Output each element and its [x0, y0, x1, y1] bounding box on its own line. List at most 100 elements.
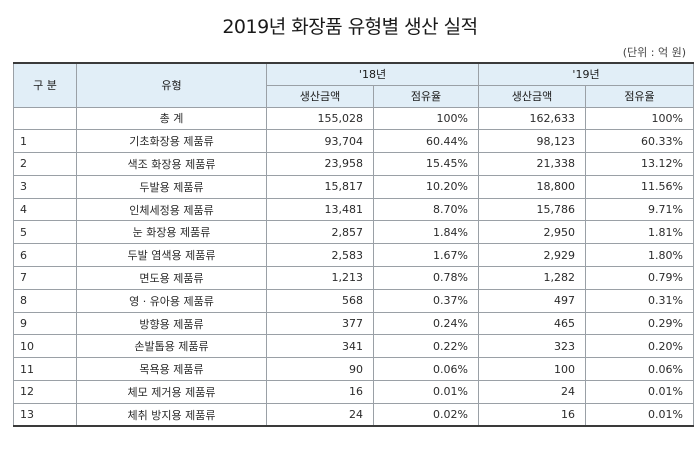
table-row: 7 면도용 제품류 1,213 0.78% 1,282 0.79% [13, 266, 694, 290]
cell-amount-2019: 15,786 [478, 197, 586, 222]
cell-share-2018: 100% [373, 106, 479, 131]
cell-amount-2018: 341 [266, 334, 374, 359]
cell-share-2018: 60.44% [373, 129, 479, 154]
table-row-total: 총 계 155,028 100% 162,633 100% [13, 106, 694, 131]
cell-share-2019: 1.80% [585, 243, 694, 268]
cell-type: 두발 염색용 제품류 [76, 243, 267, 268]
cell-amount-2019: 24 [478, 380, 586, 404]
cell-amount-2019: 162,633 [478, 106, 586, 131]
cell-no: 12 [13, 380, 77, 404]
cell-type: 두발용 제품류 [76, 174, 267, 199]
cell-amount-2019: 100 [478, 357, 586, 382]
cell-share-2018: 0.24% [373, 311, 479, 336]
cell-share-2019: 11.56% [585, 174, 694, 199]
cell-no: 10 [13, 334, 77, 359]
cell-amount-2019: 98,123 [478, 129, 586, 154]
cell-share-2018: 0.01% [373, 380, 479, 404]
cell-share-2018: 0.06% [373, 357, 479, 382]
cell-amount-2018: 16 [266, 380, 374, 404]
cell-no: 7 [13, 266, 77, 290]
cell-share-2018: 0.02% [373, 402, 479, 428]
table-row: 2 색조 화장용 제품류 23,958 15.45% 21,338 13.12% [13, 152, 694, 176]
cell-type: 면도용 제품류 [76, 266, 267, 290]
cell-amount-2018: 155,028 [266, 106, 374, 131]
cell-share-2018: 0.37% [373, 288, 479, 313]
table-body: 총 계 155,028 100% 162,633 100% 1 기초화장용 제품류 93,70… [13, 106, 694, 428]
cell-amount-2018: 568 [266, 288, 374, 313]
table-row: 11 목욕용 제품류 90 0.06% 100 0.06% [13, 357, 694, 382]
cell-share-2019: 60.33% [585, 129, 694, 154]
cell-share-2019: 0.01% [585, 380, 694, 404]
cell-share-2018: 8.70% [373, 197, 479, 222]
cell-no: 13 [13, 402, 77, 428]
production-table: 구 분 유형 '18년 '19년 생산금액 점유율 생산금액 점유율 총 계 15… [13, 62, 694, 428]
cell-amount-2018: 90 [266, 357, 374, 382]
cell-amount-2019: 18,800 [478, 174, 586, 199]
cell-amount-2018: 23,958 [266, 152, 374, 176]
cell-type: 기초화장용 제품류 [76, 129, 267, 154]
cell-amount-2019: 1,282 [478, 266, 586, 290]
unit-note: (단위 : 억 원) [622, 46, 686, 59]
cell-no: 3 [13, 174, 77, 199]
cell-type: 인체세정용 제품류 [76, 197, 267, 222]
cell-amount-2018: 377 [266, 311, 374, 336]
cell-amount-2018: 15,817 [266, 174, 374, 199]
cell-amount-2018: 1,213 [266, 266, 374, 290]
cell-share-2019: 0.20% [585, 334, 694, 359]
cell-share-2019: 1.81% [585, 220, 694, 245]
cell-amount-2019: 21,338 [478, 152, 586, 176]
cell-share-2018: 15.45% [373, 152, 479, 176]
table-row: 9 방향용 제품류 377 0.24% 465 0.29% [13, 311, 694, 336]
cell-type: 총 계 [76, 106, 267, 131]
header-amount-2018: 생산금액 [266, 84, 374, 108]
cell-no: 2 [13, 152, 77, 176]
cell-amount-2019: 323 [478, 334, 586, 359]
cell-no: 1 [13, 129, 77, 154]
cell-share-2018: 1.84% [373, 220, 479, 245]
cell-amount-2018: 2,583 [266, 243, 374, 268]
cell-amount-2019: 16 [478, 402, 586, 428]
cell-amount-2019: 497 [478, 288, 586, 313]
cell-share-2019: 0.29% [585, 311, 694, 336]
header-year-2019: '19년 [478, 62, 694, 86]
cell-no: 6 [13, 243, 77, 268]
cell-no: 8 [13, 288, 77, 313]
cell-amount-2018: 93,704 [266, 129, 374, 154]
cell-type: 체모 제거용 제품류 [76, 380, 267, 404]
header-share-2018: 점유율 [373, 84, 479, 108]
cell-share-2018: 10.20% [373, 174, 479, 199]
cell-no: 5 [13, 220, 77, 245]
cell-share-2019: 9.71% [585, 197, 694, 222]
cell-type: 목욕용 제품류 [76, 357, 267, 382]
cell-no [13, 106, 77, 131]
table-row: 12 체모 제거용 제품류 16 0.01% 24 0.01% [13, 380, 694, 404]
cell-share-2019: 0.01% [585, 402, 694, 428]
header-type: 유형 [76, 62, 267, 108]
cell-type: 손발톱용 제품류 [76, 334, 267, 359]
table-row: 13 체취 방지용 제품류 24 0.02% 16 0.01% [13, 402, 694, 428]
cell-type: 눈 화장용 제품류 [76, 220, 267, 245]
cell-share-2019: 13.12% [585, 152, 694, 176]
cell-no: 11 [13, 357, 77, 382]
table-row: 4 인체세정용 제품류 13,481 8.70% 15,786 9.71% [13, 197, 694, 222]
cell-amount-2018: 2,857 [266, 220, 374, 245]
cell-amount-2019: 2,929 [478, 243, 586, 268]
cell-type: 영 · 유아용 제품류 [76, 288, 267, 313]
header-no: 구 분 [13, 62, 77, 108]
table-row: 1 기초화장용 제품류 93,704 60.44% 98,123 60.33% [13, 129, 694, 154]
cell-type: 체취 방지용 제품류 [76, 402, 267, 428]
table-row: 6 두발 염색용 제품류 2,583 1.67% 2,929 1.80% [13, 243, 694, 268]
table-row: 3 두발용 제품류 15,817 10.20% 18,800 11.56% [13, 174, 694, 199]
cell-share-2018: 0.22% [373, 334, 479, 359]
cell-amount-2019: 465 [478, 311, 586, 336]
cell-no: 9 [13, 311, 77, 336]
cell-share-2019: 0.79% [585, 266, 694, 290]
cell-share-2018: 0.78% [373, 266, 479, 290]
table-row: 10 손발톱용 제품류 341 0.22% 323 0.20% [13, 334, 694, 359]
cell-share-2019: 0.06% [585, 357, 694, 382]
cell-amount-2019: 2,950 [478, 220, 586, 245]
cell-share-2019: 100% [585, 106, 694, 131]
